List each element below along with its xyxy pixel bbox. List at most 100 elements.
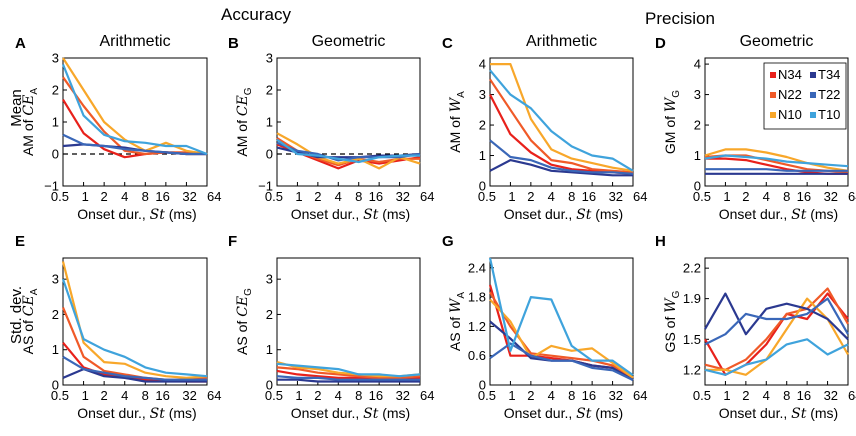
series-line-t10 [276, 362, 421, 378]
y-axis-label: AS of WA [447, 292, 467, 352]
y-axis-label: AS of CEA [20, 288, 40, 354]
x-axis-label: Onset dur., St (ms) [77, 206, 196, 223]
legend-swatch-t34 [810, 72, 816, 78]
x-tick-label: 64 [633, 388, 647, 403]
x-tick-label: 0.5 [51, 189, 69, 204]
y-tick-label: 2 [266, 83, 273, 98]
series-group [704, 287, 849, 376]
y-tick-label: 1.2 [468, 319, 486, 334]
series-line-n10 [704, 148, 849, 172]
x-tick-label: 8 [142, 388, 149, 403]
y-tick-label: −1 [44, 179, 59, 194]
y-axis-label: AM of CEA [20, 88, 40, 156]
x-axis-label: Onset dur., St (ms) [77, 405, 196, 422]
y-axis-label: AM of CEG [234, 87, 254, 156]
x-tick-label: 0.5 [265, 189, 283, 204]
x-tick-label: 32 [824, 189, 838, 204]
x-tick-label: 64 [633, 189, 647, 204]
x-tick-label: 64 [848, 388, 856, 403]
axes-frame [704, 257, 849, 386]
y-tick-label: −1 [258, 179, 273, 194]
x-tick-label: 2 [527, 189, 534, 204]
legend-label: T22 [818, 87, 840, 102]
axes-frame [62, 257, 208, 386]
y-axis-label: AS of CEG [234, 288, 254, 355]
series-group [704, 148, 849, 175]
y-tick-label: 1 [694, 148, 701, 163]
x-tick-label: 2 [314, 189, 321, 204]
row-label-mean: Mean [8, 89, 25, 127]
panel-title: Geometric [740, 33, 814, 50]
y-tick-label: 4 [694, 57, 701, 72]
x-tick-label: 16 [582, 388, 596, 403]
series-line-t22 [489, 139, 634, 175]
series-line-t34 [489, 159, 633, 177]
x-axis-label: Onset dur., St (ms) [291, 206, 410, 223]
series-line-t22 [705, 168, 848, 172]
x-tick-label: 8 [568, 388, 575, 403]
y-tick-label: 2 [52, 307, 59, 322]
x-tick-label: 64 [848, 189, 856, 204]
x-axis-label: Onset dur., St (ms) [504, 405, 623, 422]
x-tick-label: 64 [420, 388, 434, 403]
legend-label: T34 [818, 67, 840, 82]
series-line-t22 [704, 297, 849, 346]
y-tick-label: 1 [266, 342, 273, 357]
legend-label: N22 [778, 87, 802, 102]
panel-letter: E [15, 233, 25, 250]
x-tick-label: 0.5 [265, 388, 283, 403]
series-group [61, 261, 208, 383]
y-tick-label: 2 [52, 83, 59, 98]
series-line-n22 [62, 76, 208, 156]
x-axis-label: Onset dur., St (ms) [291, 405, 410, 422]
series-line-t22 [276, 141, 421, 162]
series-line-t22 [62, 133, 207, 156]
y-tick-label: 0 [479, 179, 486, 194]
legend-swatch-t10 [810, 112, 816, 118]
x-tick-label: 32 [182, 388, 196, 403]
x-tick-label: 32 [182, 189, 196, 204]
y-tick-label: 1 [266, 115, 273, 130]
y-tick-label: 2 [266, 307, 273, 322]
series-group [276, 132, 421, 170]
axes-frame [62, 57, 208, 187]
y-tick-label: 0 [52, 147, 59, 162]
x-tick-label: 16 [155, 189, 169, 204]
x-tick-label: 2 [314, 388, 321, 403]
y-tick-label: 0.6 [468, 348, 486, 363]
x-tick-label: 32 [396, 189, 410, 204]
x-tick-label: 2 [527, 388, 534, 403]
x-tick-label: 1 [508, 189, 515, 204]
x-tick-label: 16 [582, 189, 596, 204]
series-line-t10 [489, 69, 634, 172]
y-tick-label: 3 [266, 51, 273, 66]
x-tick-label: 32 [396, 388, 410, 403]
x-tick-label: 4 [548, 189, 555, 204]
series-group [61, 57, 208, 159]
x-tick-label: 4 [335, 388, 342, 403]
x-tick-label: 2 [742, 388, 749, 403]
y-tick-label: 0 [694, 179, 701, 194]
series-line-n10 [62, 57, 208, 156]
legend-swatch-n34 [770, 72, 776, 78]
panel-letter: G [442, 233, 454, 250]
series-line-n34 [488, 284, 634, 379]
y-tick-label: 3 [52, 272, 59, 287]
y-tick-label: 1 [479, 148, 486, 163]
series-line-t10 [276, 138, 420, 164]
x-tick-label: 4 [121, 189, 128, 204]
x-tick-label: 4 [763, 388, 770, 403]
series-line-t34 [277, 378, 420, 383]
series-line-n22 [276, 366, 421, 379]
series-line-t22 [276, 375, 420, 381]
x-tick-label: 1 [723, 189, 730, 204]
x-tick-label: 16 [797, 388, 811, 403]
x-tick-label: 0.5 [478, 388, 496, 403]
legend-label: T10 [818, 107, 840, 122]
